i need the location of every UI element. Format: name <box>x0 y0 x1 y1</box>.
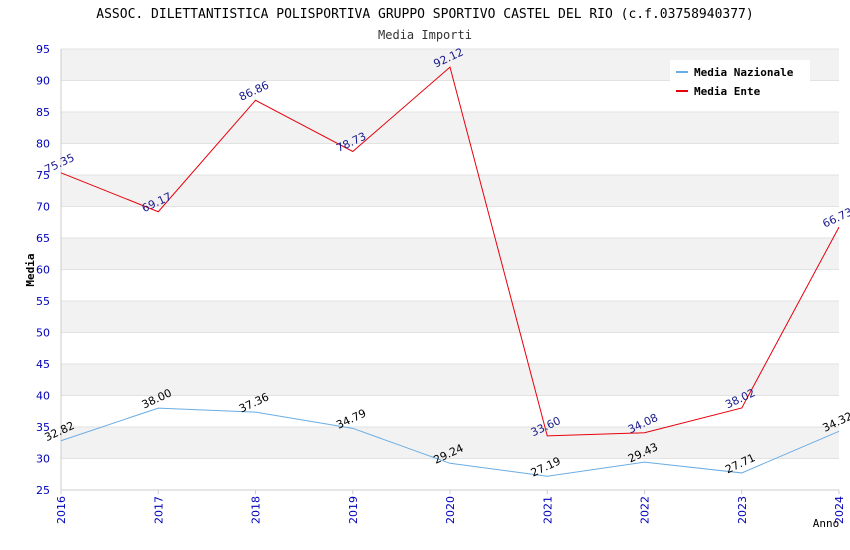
y-tick-label: 50 <box>36 327 50 340</box>
chart-subtitle: Media Importi <box>378 28 472 42</box>
grid-band <box>61 238 839 270</box>
x-tick-label: 2023 <box>736 496 749 524</box>
y-tick-label: 65 <box>36 232 50 245</box>
legend: Media Nazionale Media Ente <box>670 60 810 102</box>
y-tick-label: 55 <box>36 295 50 308</box>
x-tick-label: 2022 <box>639 496 652 524</box>
y-axis: 25 30 35 40 45 50 55 60 65 70 75 80 85 90 95 <box>36 43 50 497</box>
legend-label: Media Nazionale <box>694 66 794 79</box>
chart-title: ASSOC. DILETTANTISTICA POLISPORTIVA GRUP… <box>96 7 753 22</box>
y-tick-label: 60 <box>36 264 50 277</box>
y-tick-label: 70 <box>36 201 50 214</box>
grid-band <box>61 143 839 175</box>
grid-band <box>61 175 839 207</box>
y-tick-label: 40 <box>36 390 50 403</box>
grid-band <box>61 427 839 459</box>
y-axis-label: Media <box>24 253 37 286</box>
grid-band <box>61 364 839 396</box>
x-tick-label: 2024 <box>833 496 846 524</box>
y-tick-label: 85 <box>36 106 50 119</box>
y-tick-label: 95 <box>36 43 50 56</box>
grid-band <box>61 395 839 427</box>
x-tick-label: 2017 <box>152 496 165 524</box>
series-line <box>60 407 840 477</box>
series-group <box>60 66 840 477</box>
x-axis-label: Anno <box>813 517 840 530</box>
legend-box <box>670 60 810 102</box>
grid-band <box>61 206 839 238</box>
grid-band <box>61 332 839 364</box>
y-tick-label: 75 <box>36 169 50 182</box>
y-tick-label: 90 <box>36 75 50 88</box>
y-tick-label: 80 <box>36 138 50 151</box>
y-tick-label: 45 <box>36 358 50 371</box>
y-tick-label: 25 <box>36 484 50 497</box>
y-tick-label: 30 <box>36 453 50 466</box>
x-tick-label: 2018 <box>250 496 263 524</box>
grid-band <box>61 112 839 144</box>
y-tick-label: 35 <box>36 421 50 434</box>
series-line <box>60 66 840 437</box>
grid-band <box>61 269 839 301</box>
plot-background <box>60 48 839 491</box>
x-tick-label: 2019 <box>347 496 360 524</box>
x-axis: 2016 2017 2018 2019 2020 2021 2022 2023 2024 <box>55 490 846 524</box>
x-tick-label: 2020 <box>444 496 457 524</box>
legend-label: Media Ente <box>694 85 761 98</box>
x-tick-label: 2021 <box>541 496 554 524</box>
x-tick-label: 2016 <box>55 496 68 524</box>
grid-band <box>61 301 839 333</box>
